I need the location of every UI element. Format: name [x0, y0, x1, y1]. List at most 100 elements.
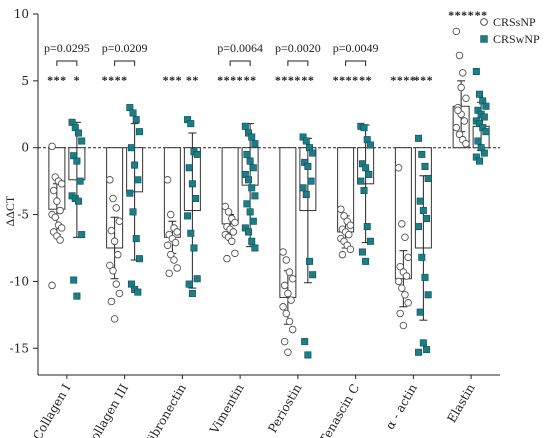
point-CRSsNP	[398, 220, 406, 228]
point-CRSsNP	[56, 206, 64, 215]
point-CRSsNP	[110, 237, 119, 246]
significance-stars: **	[186, 73, 199, 87]
point-CRSwNP	[246, 208, 254, 216]
point-CRSwNP	[241, 122, 249, 130]
point-CRSsNP	[49, 186, 58, 195]
point-CRSsNP	[462, 94, 470, 102]
point-CRSwNP	[73, 292, 81, 300]
point-CRSwNP	[74, 197, 82, 205]
point-CRSwNP	[248, 237, 256, 245]
point-CRSsNP	[402, 272, 411, 280]
point-CRSsNP	[57, 224, 66, 232]
point-CRSwNP	[132, 116, 140, 124]
point-CRSsNP	[227, 237, 236, 246]
point-CRSwNP	[184, 212, 192, 220]
point-CRSsNP	[112, 280, 120, 288]
point-CRSsNP	[396, 262, 404, 271]
point-CRSwNP	[474, 137, 482, 145]
category-label: Collagen III	[83, 381, 131, 438]
point-CRSwNP	[357, 177, 365, 185]
point-CRSsNP	[455, 51, 464, 60]
y-tick-label: -5	[17, 208, 29, 222]
point-CRSwNP	[131, 161, 139, 169]
point-CRSsNP	[107, 226, 116, 235]
point-CRSwNP	[302, 191, 310, 199]
point-CRSwNP	[251, 244, 259, 252]
point-CRSsNP	[458, 69, 467, 77]
point-CRSsNP	[223, 254, 231, 263]
legend-label: CRSsNP	[493, 15, 536, 29]
point-CRSsNP	[280, 281, 289, 290]
point-CRSwNP	[245, 176, 253, 184]
category-label: Elastin	[444, 381, 477, 425]
point-CRSwNP	[188, 180, 196, 188]
point-CRSwNP	[249, 217, 257, 225]
significance-stars: **	[301, 73, 314, 87]
point-CRSsNP	[284, 348, 292, 357]
significance-stars: ***	[414, 73, 434, 87]
point-CRSsNP	[279, 248, 287, 256]
point-CRSwNP	[248, 133, 256, 141]
point-CRSsNP	[109, 194, 117, 203]
significance-stars: ****	[217, 73, 243, 87]
pvalue-label: p=0.0020	[275, 41, 321, 55]
point-CRSwNP	[366, 237, 374, 245]
point-CRSsNP	[401, 291, 409, 299]
point-CRSwNP	[193, 275, 201, 283]
y-tick-label: 0	[21, 141, 29, 155]
point-CRSsNP	[229, 228, 238, 236]
point-CRSwNP	[132, 235, 140, 243]
point-CRSwNP	[135, 255, 143, 263]
category-label: Periostin	[265, 381, 304, 435]
point-CRSsNP	[165, 269, 173, 278]
significance-stars: ****	[390, 73, 416, 87]
pvalue-bracket	[345, 60, 367, 66]
point-CRSwNP	[302, 137, 310, 145]
significance-stars: **	[359, 73, 372, 87]
point-CRSwNP	[190, 244, 198, 252]
point-CRSsNP	[163, 176, 172, 184]
point-CRSsNP	[396, 309, 404, 318]
point-CRSsNP	[394, 277, 403, 286]
point-CRSwNP	[363, 223, 371, 231]
legend-marker-circle	[480, 18, 488, 26]
point-CRSwNP	[187, 120, 195, 128]
point-CRSwNP	[416, 197, 424, 205]
point-CRSsNP	[280, 337, 289, 346]
y-tick-label: -10	[10, 274, 29, 288]
point-CRSsNP	[170, 256, 178, 264]
point-CRSsNP	[285, 317, 294, 326]
point-CRSwNP	[245, 228, 253, 236]
y-axis-label: ΔΔCT	[3, 195, 17, 226]
point-CRSwNP	[192, 195, 200, 203]
point-CRSwNP	[358, 248, 366, 256]
point-CRSsNP	[398, 284, 406, 292]
point-CRSwNP	[362, 164, 370, 172]
point-CRSsNP	[56, 236, 64, 244]
point-CRSsNP	[282, 309, 291, 318]
point-CRSwNP	[304, 351, 312, 359]
pvalue-bracket	[56, 60, 78, 66]
point-CRSsNP	[345, 230, 353, 239]
point-CRSwNP	[309, 271, 317, 279]
point-CRSwNP	[188, 289, 196, 297]
point-CRSwNP	[476, 90, 484, 98]
point-CRSwNP	[415, 348, 423, 356]
point-CRSsNP	[221, 202, 230, 211]
category-label: Fibronectin	[141, 381, 189, 438]
category-label: Collagen I	[30, 381, 73, 438]
significance-stars: ****	[275, 73, 301, 87]
significance-stars: ****	[102, 73, 128, 87]
point-CRSsNP	[51, 213, 60, 221]
pvalue-label: p=0.0295	[44, 41, 90, 55]
point-CRSwNP	[251, 192, 259, 200]
point-CRSsNP	[454, 106, 462, 115]
pvalue-label: p=0.0064	[217, 41, 263, 55]
point-CRSwNP	[248, 184, 256, 192]
significance-stars: ***	[47, 73, 67, 87]
point-CRSsNP	[279, 303, 287, 311]
point-CRSsNP	[462, 139, 470, 148]
point-CRSwNP	[74, 129, 82, 137]
point-CRSsNP	[452, 123, 461, 132]
point-CRSwNP	[424, 291, 432, 299]
